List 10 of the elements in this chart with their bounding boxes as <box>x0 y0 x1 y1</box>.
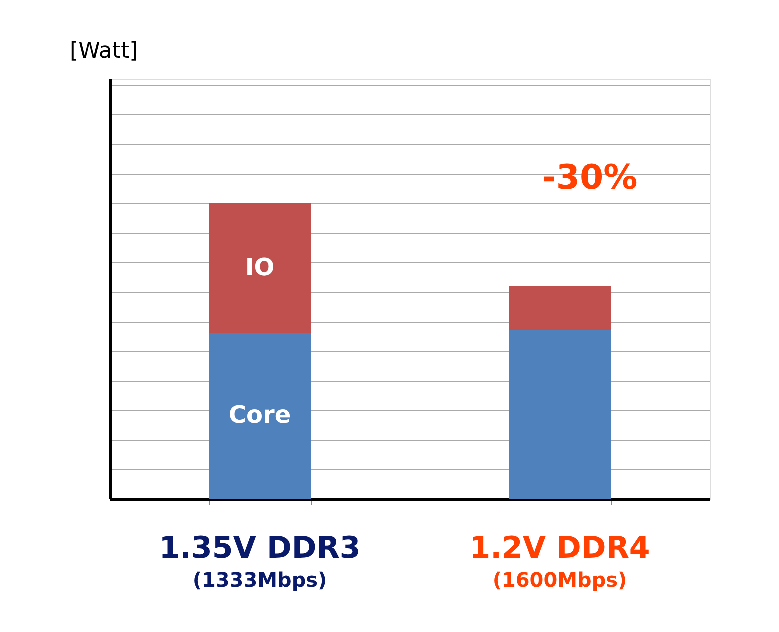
series-label: IO <box>245 253 275 282</box>
bar <box>209 203 311 334</box>
text: [Watt] <box>70 39 138 64</box>
bar <box>509 286 611 330</box>
series-label: Core <box>228 401 292 430</box>
bar <box>509 330 611 499</box>
category-label: 1.35V DDR3 (1333Mbps) <box>159 531 361 592</box>
text: -30% <box>542 158 638 198</box>
category-label: 1.2V DDR4 (1600Mbps) <box>470 531 650 592</box>
bar <box>209 333 311 499</box>
